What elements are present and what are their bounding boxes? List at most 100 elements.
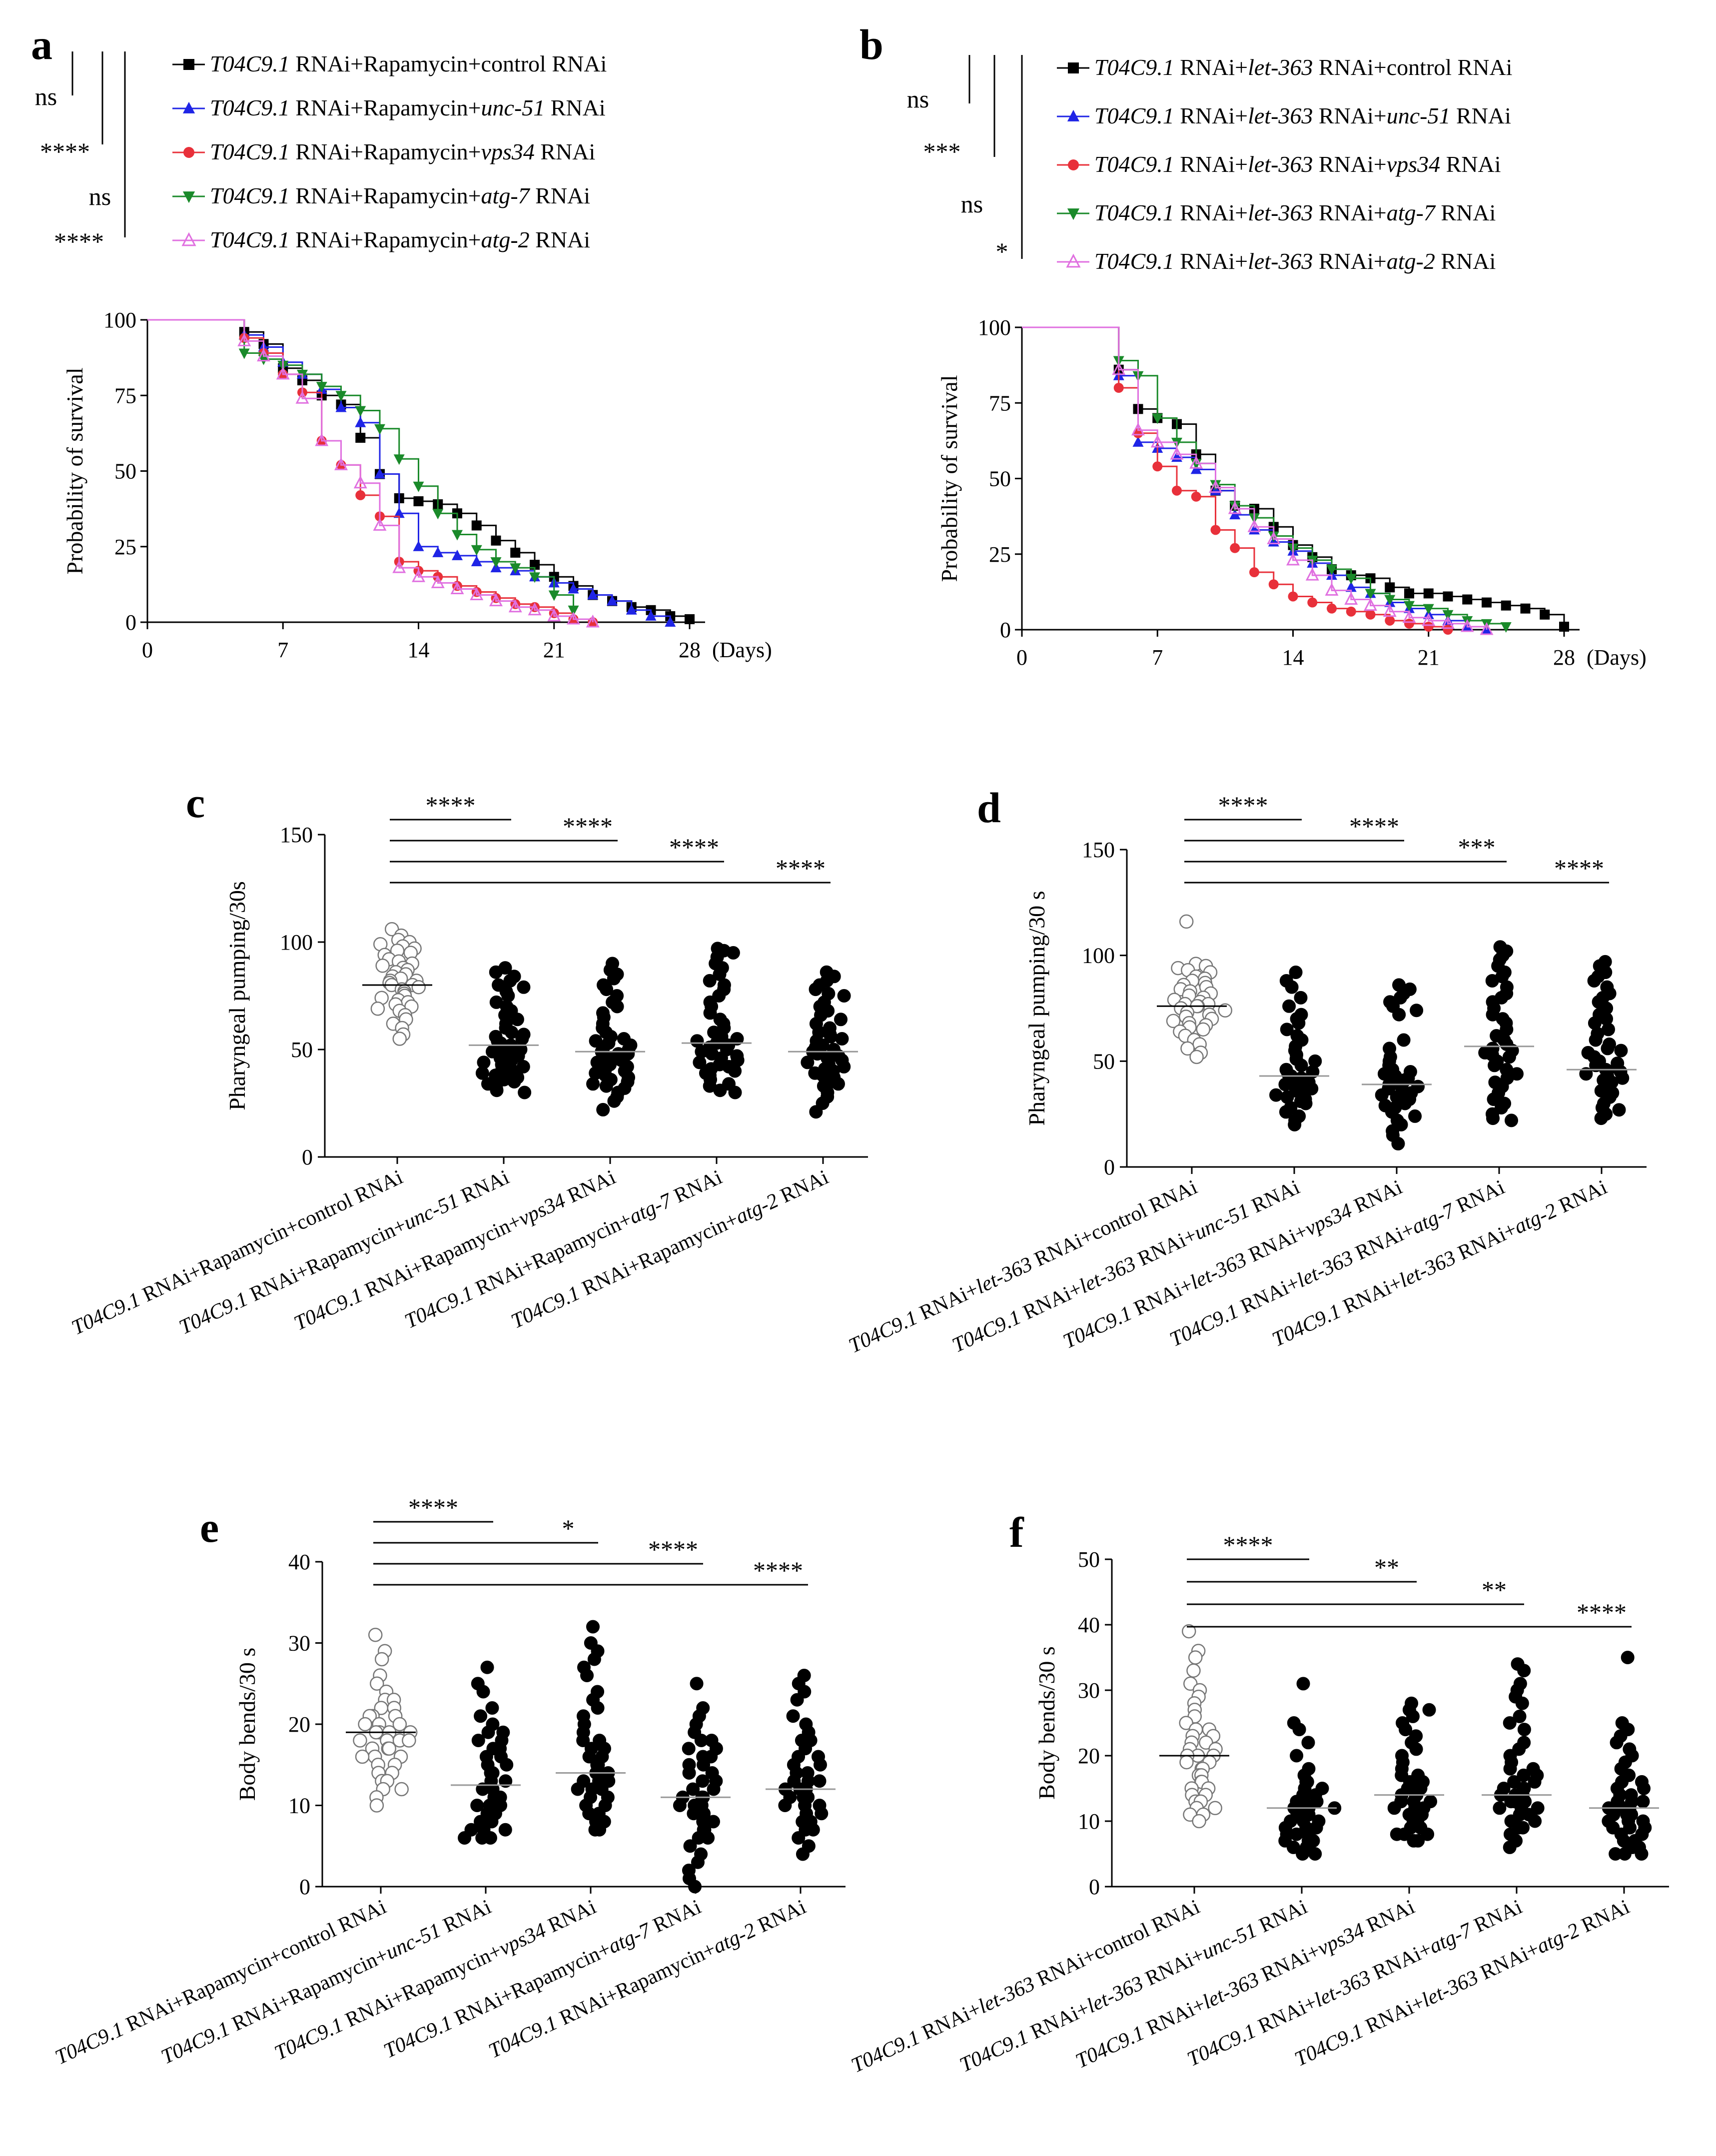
legend-label: T04C9.1 RNAi+let-363 RNAi+atg-2 RNAi <box>1094 248 1496 274</box>
data-point <box>485 1815 499 1829</box>
survival-point <box>1423 621 1434 632</box>
data-point <box>485 1701 499 1715</box>
survival-point <box>1325 583 1339 596</box>
y-axis-label: Body bends/30 s <box>234 1648 260 1801</box>
data-point <box>1589 1033 1603 1047</box>
data-point <box>481 1725 495 1739</box>
survival-point <box>412 569 425 582</box>
x-tick-label: 7 <box>277 638 288 662</box>
significance-label: ns <box>961 190 983 218</box>
survival-point <box>1385 615 1395 626</box>
data-point <box>382 1741 397 1756</box>
data-point <box>1614 1044 1628 1058</box>
x-tick-label: 21 <box>543 638 565 662</box>
survival-curve <box>147 319 594 622</box>
legend-marker <box>1068 159 1079 170</box>
data-point <box>834 1013 848 1027</box>
data-point <box>1408 1109 1422 1123</box>
survival-point <box>450 581 464 594</box>
data-point <box>1485 974 1499 988</box>
y-tick-label: 30 <box>1078 1678 1100 1703</box>
data-point <box>837 989 851 1003</box>
survival-point <box>431 575 445 588</box>
x-tick-label: 14 <box>408 638 430 662</box>
survival-point <box>626 604 637 615</box>
significance-label: **** <box>753 1556 803 1584</box>
data-point <box>1421 1827 1435 1841</box>
survival-point <box>1422 613 1436 626</box>
legend-marker <box>182 191 195 203</box>
y-tick-label: 150 <box>280 823 313 847</box>
survival-point <box>1384 595 1396 606</box>
data-point <box>596 1102 610 1116</box>
data-point <box>728 1064 742 1078</box>
survival-point <box>1346 606 1356 617</box>
significance-label: **** <box>1223 1531 1273 1559</box>
y-tick-label: 0 <box>302 1145 313 1169</box>
y-axis-label: Probability of survival <box>62 368 87 575</box>
y-tick-label: 50 <box>1093 1049 1115 1074</box>
survival-point <box>470 587 484 601</box>
survival-curve <box>1022 326 1565 627</box>
y-axis-label: Probability of survival <box>936 375 962 582</box>
data-point <box>1199 1735 1213 1750</box>
survival-point <box>413 540 424 551</box>
survival-point <box>452 530 463 541</box>
data-point <box>1609 1847 1623 1861</box>
data-point <box>580 1669 594 1682</box>
data-point <box>1279 1105 1293 1119</box>
survival-point <box>1365 589 1376 600</box>
survival-point <box>1113 383 1124 393</box>
survival-point <box>257 348 270 362</box>
legend-marker <box>181 232 196 246</box>
data-point <box>1391 1136 1405 1150</box>
y-tick-label: 0 <box>299 1875 310 1899</box>
data-point <box>1179 914 1194 929</box>
y-tick-label: 150 <box>1082 838 1115 862</box>
data-point <box>686 1782 700 1796</box>
data-point <box>786 1709 800 1723</box>
data-point <box>1612 1103 1626 1117</box>
data-point <box>1422 1703 1436 1717</box>
significance-label: **** <box>648 1535 698 1563</box>
data-point <box>809 1105 823 1119</box>
data-point <box>1181 1624 1196 1639</box>
legend-label: T04C9.1 RNAi+Rapamycin+unc-51 RNAi <box>210 95 606 120</box>
data-point <box>394 1782 409 1797</box>
survival-point <box>1228 501 1242 514</box>
y-tick-label: 50 <box>989 467 1011 491</box>
data-point <box>411 980 426 995</box>
survival-curve <box>1022 326 1488 630</box>
significance-label: **** <box>1349 812 1399 840</box>
y-tick-label: 100 <box>978 315 1011 340</box>
data-point <box>1285 980 1299 994</box>
data-point <box>500 1758 514 1772</box>
survival-point <box>548 590 560 601</box>
panel-letter-f: f <box>1009 1508 1024 1556</box>
y-axis-label: Pharyngeal pumping/30 s <box>1024 891 1049 1125</box>
data-point <box>374 1652 389 1667</box>
survival-point <box>432 509 444 520</box>
data-point <box>1410 1004 1424 1018</box>
survival-point <box>471 520 482 531</box>
data-point <box>691 1855 705 1869</box>
data-point <box>507 1075 521 1088</box>
survival-point <box>508 599 522 613</box>
data-point <box>688 1880 702 1894</box>
x-tick-label: 28 <box>679 638 701 662</box>
survival-point <box>1344 592 1358 605</box>
y-tick-label: 40 <box>1078 1613 1100 1637</box>
survival-point <box>547 608 561 622</box>
y-axis-label: Body bends/30 s <box>1034 1646 1059 1800</box>
data-point <box>1635 1847 1649 1861</box>
survival-point <box>1131 422 1145 436</box>
data-point <box>1282 999 1296 1013</box>
survival-point <box>452 549 463 560</box>
data-point <box>593 1823 607 1837</box>
survival-point <box>373 518 387 531</box>
data-point <box>476 1685 490 1699</box>
data-point <box>1507 1775 1521 1789</box>
data-point <box>370 1002 385 1016</box>
